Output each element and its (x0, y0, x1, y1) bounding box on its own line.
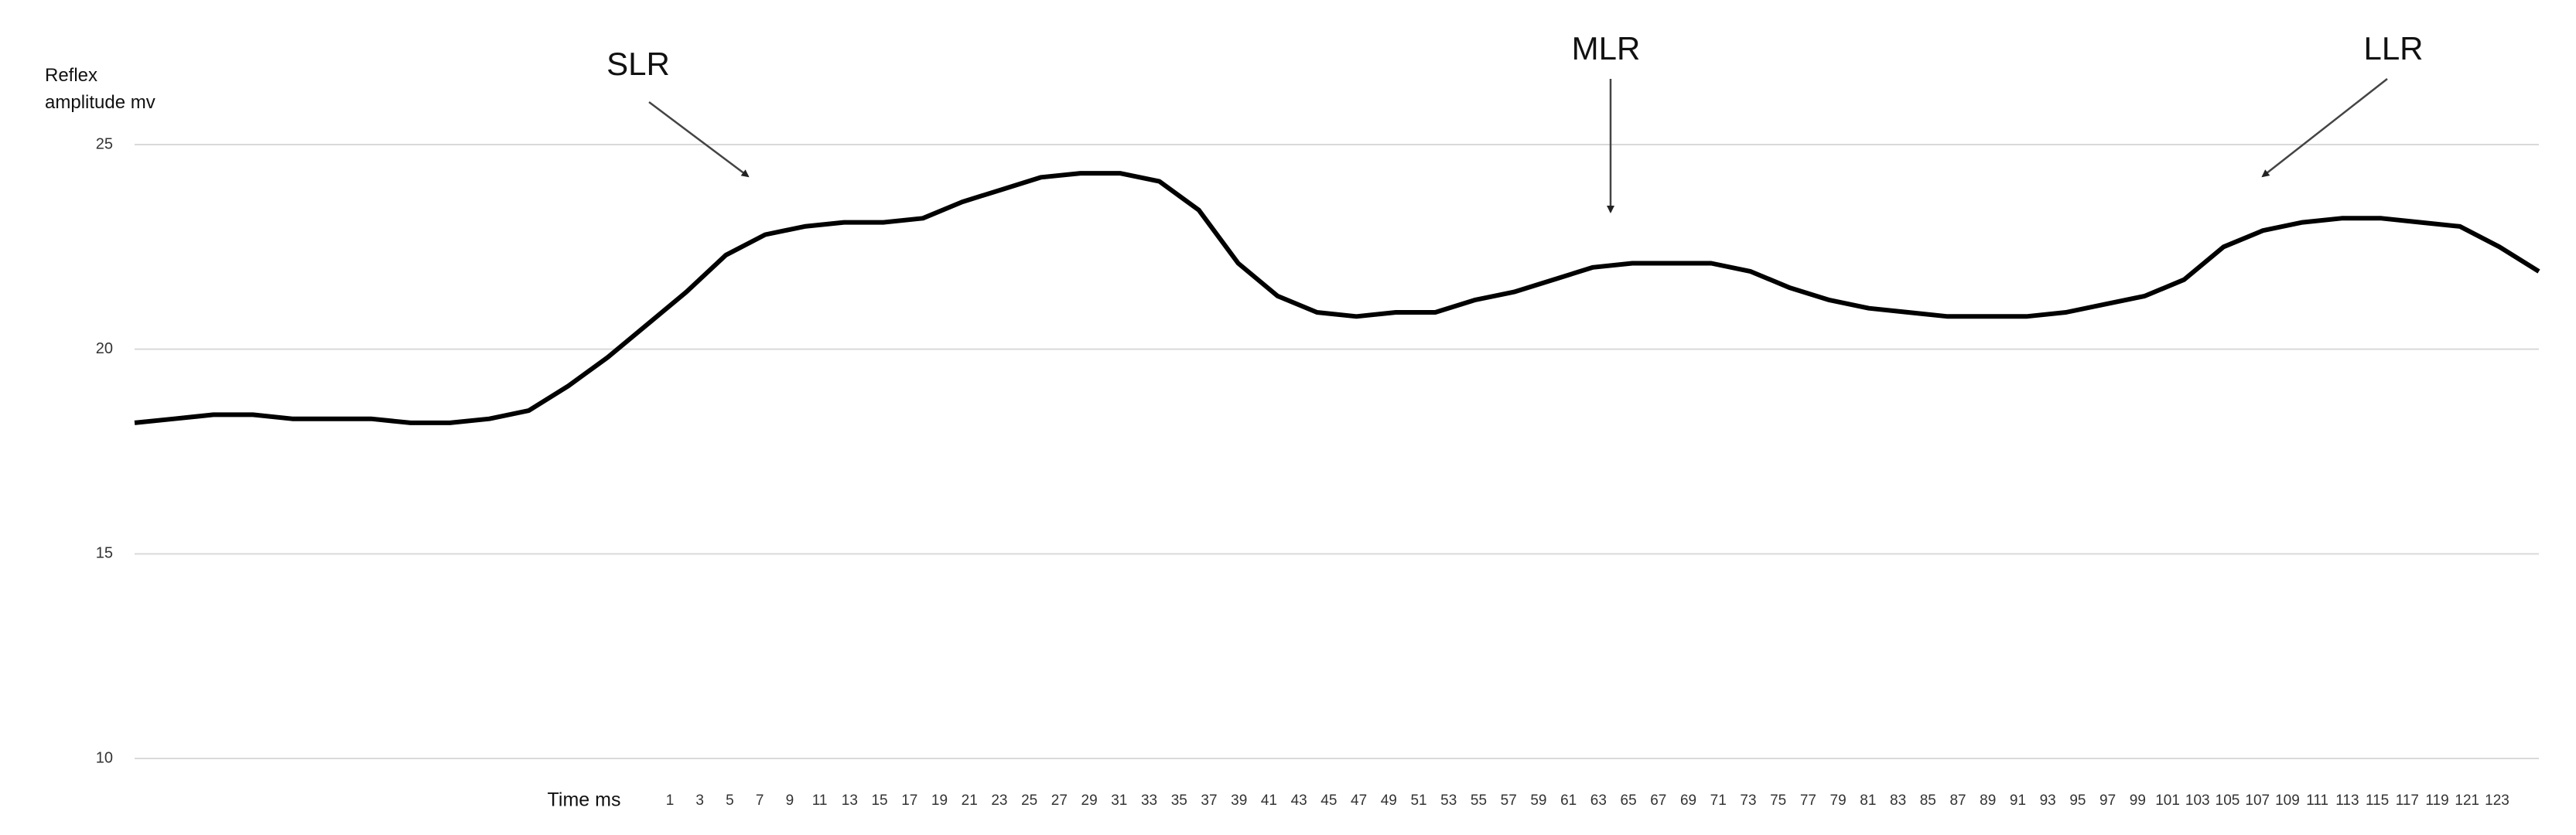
y-axis-title: Reflex amplitude mv (45, 65, 155, 113)
x-tick-label: 123 (2485, 792, 2509, 809)
x-tick-label: 111 (2306, 792, 2328, 809)
x-tick-label: 21 (962, 792, 978, 809)
x-axis-title: Time ms (548, 789, 621, 811)
x-tick-label: 73 (1740, 792, 1756, 809)
annotation-arrow (648, 101, 750, 178)
x-tick-label: 65 (1621, 792, 1637, 809)
x-tick-label: 51 (1410, 792, 1426, 809)
x-tick-label: 117 (2396, 792, 2419, 809)
x-tick-label: 59 (1530, 792, 1546, 809)
x-tick-label: 93 (2040, 792, 2056, 809)
x-tick-label: 25 (1021, 792, 1037, 809)
x-tick-label: 79 (1830, 792, 1847, 809)
x-tick-label: 115 (2366, 792, 2389, 809)
x-tick-label: 43 (1291, 792, 1307, 809)
y-tick-label: 15 (96, 545, 113, 562)
x-tick-label: 15 (871, 792, 887, 809)
x-tick-label: 35 (1171, 792, 1187, 809)
x-tick-label: 75 (1770, 792, 1786, 809)
x-tick-label: 39 (1231, 792, 1247, 809)
x-tick-label: 121 (2455, 792, 2479, 809)
x-tick-label: 27 (1051, 792, 1068, 809)
x-tick-label: 55 (1471, 792, 1487, 809)
x-tick-label: 47 (1351, 792, 1367, 809)
x-tick-label: 61 (1560, 792, 1577, 809)
x-tick-label: 29 (1081, 792, 1098, 809)
x-tick-label: 41 (1261, 792, 1277, 809)
x-tick-label: 7 (756, 792, 764, 809)
x-tick-label: 81 (1860, 792, 1876, 809)
data-line (134, 171, 2540, 425)
x-tick-label: 109 (2275, 792, 2300, 809)
y-tick-label: 25 (96, 135, 113, 152)
x-tick-label: 33 (1141, 792, 1157, 809)
x-tick-label: 97 (2099, 792, 2116, 809)
x-tick-label: 53 (1440, 792, 1457, 809)
x-tick-label: 113 (2335, 792, 2359, 809)
x-tick-label: 119 (2425, 792, 2448, 809)
x-tick-label: 67 (1650, 792, 1666, 809)
x-tick-label: 31 (1111, 792, 1127, 809)
x-tick-label: 107 (2245, 792, 2270, 809)
x-tick-label: 83 (1890, 792, 1906, 809)
x-tick-label: 71 (1710, 792, 1727, 809)
x-tick-label: 89 (1980, 792, 1996, 809)
annotation: LLR (2363, 30, 2423, 66)
annotation: SLR (606, 46, 670, 82)
x-tick-label: 11 (812, 792, 828, 809)
x-tick-label: 49 (1381, 792, 1397, 809)
x-tick-label: 85 (1920, 792, 1936, 809)
x-tick-label: 77 (1800, 792, 1816, 809)
x-tick-label: 13 (842, 792, 858, 809)
x-tick-label: 63 (1590, 792, 1607, 809)
annotation: MLR (1572, 30, 1641, 66)
x-tick-label: 99 (2130, 792, 2146, 809)
x-tick-label: 101 (2155, 792, 2180, 809)
x-tick-label: 5 (726, 792, 734, 809)
x-tick-label: 3 (695, 792, 704, 809)
x-tick-label: 87 (1949, 792, 1966, 809)
x-tick-label: 69 (1680, 792, 1696, 809)
x-tick-label: 45 (1320, 792, 1337, 809)
x-tick-label: 103 (2185, 792, 2210, 809)
x-tick-label: 23 (991, 792, 1007, 809)
x-tick-label: 17 (901, 792, 917, 809)
x-tick-label: 57 (1501, 792, 1517, 809)
y-tick-label: 10 (96, 749, 113, 766)
y-tick-label: 20 (96, 340, 113, 357)
x-tick-label: 37 (1201, 792, 1217, 809)
x-tick-label: 91 (2010, 792, 2026, 809)
x-tick-label: 1 (666, 792, 675, 809)
x-tick-label: 95 (2069, 792, 2086, 809)
x-tick-label: 9 (786, 792, 794, 809)
annotation-arrow (2261, 78, 2388, 178)
x-tick-label: 19 (931, 792, 948, 809)
x-tick-label: 105 (2216, 792, 2240, 809)
